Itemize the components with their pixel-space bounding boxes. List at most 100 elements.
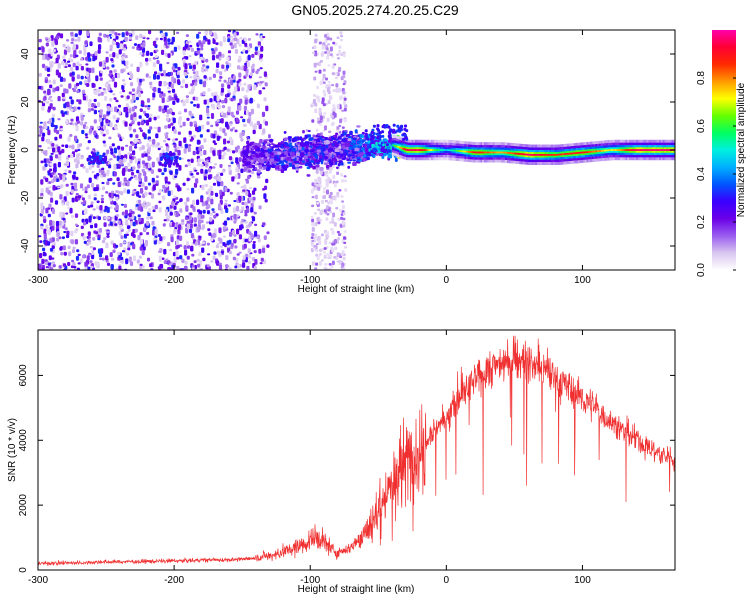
spectrogram-cell <box>188 228 193 234</box>
spectrogram-cell <box>93 159 97 163</box>
spectrogram-cell <box>152 184 156 191</box>
spectrogram-cell <box>60 128 64 131</box>
spectrogram-cell <box>383 141 388 144</box>
spectrogram-cell <box>52 49 56 53</box>
spectrogram-cell <box>244 42 248 47</box>
spectrogram-cell <box>311 196 315 199</box>
spectrogram-cell <box>217 180 221 187</box>
spectrogram-cell <box>109 89 113 93</box>
spectrogram-cell <box>197 163 201 167</box>
spectrogram-cell <box>204 161 208 164</box>
spectrogram-cell <box>181 157 185 160</box>
spectrogram-cell <box>87 205 91 209</box>
spectrogram-cell <box>190 247 194 252</box>
spectrogram-cell <box>176 256 180 260</box>
spectrogram-cell <box>300 142 305 147</box>
spectrogram-cell <box>49 63 53 68</box>
spectrogram-cell <box>333 135 337 138</box>
spectrogram-cell <box>44 93 48 97</box>
spectrogram-cell <box>235 166 239 173</box>
spectrogram-cell <box>66 107 70 110</box>
spectrogram-cell <box>184 249 188 256</box>
spectrogram-cell <box>63 49 68 55</box>
spectrogram-cell <box>51 257 55 260</box>
spectrogram-cell <box>174 159 178 163</box>
spectrogram-cell <box>109 252 113 258</box>
spectrogram-cell <box>253 84 257 91</box>
spectrogram-cell <box>311 182 315 187</box>
spectrogram-cell <box>317 61 321 67</box>
spectrogram-cell <box>95 186 99 192</box>
spectrogram-cell <box>144 176 148 182</box>
spectrogram-cell <box>164 209 168 213</box>
spectrogram-cell <box>97 93 101 97</box>
spectrogram-cell <box>343 118 347 123</box>
spectrogram-cell <box>84 133 88 136</box>
spectrogram-cell <box>318 177 322 183</box>
spectrogram-cell <box>70 99 74 105</box>
spectrogram-cell <box>245 50 249 54</box>
spectrogram-cell <box>46 67 50 72</box>
spectrogram-cell <box>238 234 242 240</box>
spectrogram-cell <box>89 245 93 249</box>
spectrogram-cell <box>170 236 174 243</box>
spectrogram-cell <box>155 175 159 179</box>
spectrogram-cell <box>176 98 180 103</box>
spectrogram-cell <box>147 129 151 134</box>
spectrogram-cell <box>84 190 88 194</box>
spectrogram-cell <box>247 254 251 259</box>
spectrogram-cell <box>104 83 108 88</box>
spectrogram-cell <box>126 189 131 194</box>
spectrogram-cell <box>59 194 63 200</box>
spectrogram-cell <box>139 108 143 112</box>
spectrogram-cell <box>118 152 122 156</box>
spectrogram-cell <box>40 225 44 230</box>
spectrogram-cell <box>175 168 179 175</box>
spectrogram-cell <box>312 147 317 150</box>
spectrogram-cell <box>330 159 334 163</box>
spectrogram-cell <box>96 160 100 164</box>
spectrogram-cell <box>248 186 253 190</box>
spectrogram-cell <box>75 82 80 87</box>
spectrogram-cell <box>259 53 264 58</box>
spectrogram-cell <box>342 100 346 105</box>
spectrogram-cell <box>227 106 231 113</box>
spectrogram-cell <box>313 62 317 68</box>
spectrogram-cell <box>146 232 150 235</box>
spectrogram-cell <box>147 146 151 152</box>
spectrogram-cell <box>176 146 180 150</box>
spectrogram-cell <box>245 191 249 196</box>
spectrogram-cell <box>159 263 164 269</box>
spectrogram-cell <box>177 149 181 156</box>
spectrogram-cell <box>158 267 162 270</box>
spectrogram-cell <box>138 184 142 187</box>
spectrogram-cell <box>167 267 171 270</box>
spectrogram-cell <box>212 104 216 110</box>
spectrogram-cell <box>40 195 44 200</box>
spectrogram-cell <box>51 143 55 147</box>
spectrogram-cell <box>212 166 216 169</box>
spectrogram-cell <box>139 239 143 245</box>
spectrogram-cell <box>171 222 175 227</box>
spectrogram-cell <box>248 193 252 198</box>
spectrogram-cell <box>169 207 173 213</box>
spectrogram-cell <box>49 156 53 161</box>
spectrogram-cell <box>182 100 186 107</box>
spectrogram-cell <box>38 145 42 148</box>
spectrogram-cell <box>97 49 101 54</box>
spectrogram-cell <box>249 121 253 127</box>
spectrogram-cell <box>109 30 113 34</box>
spectrogram-cell <box>343 175 347 178</box>
spectrogram-cell <box>102 140 106 144</box>
spectrogram-cell <box>361 131 365 135</box>
spectrogram-cell <box>52 241 56 247</box>
spectrogram-cell <box>262 247 266 254</box>
spectrogram-cell <box>45 230 50 234</box>
spectrogram-cell <box>172 142 176 145</box>
spectrogram-cell <box>268 134 271 139</box>
spectrogram-cell <box>381 134 385 138</box>
spectrogram-cell <box>201 159 205 162</box>
spectrogram-cell <box>40 204 44 210</box>
spectrogram-cell <box>117 33 121 36</box>
spectrogram-cell <box>170 83 174 89</box>
